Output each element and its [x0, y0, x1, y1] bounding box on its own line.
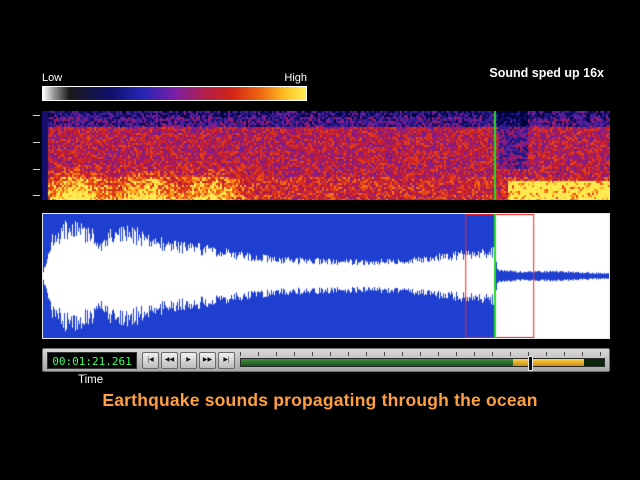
player-button-rewind[interactable]: ◀◀ — [161, 352, 178, 369]
slide-title: Earthquake sounds propagating through th… — [0, 390, 640, 411]
timecode-display: 00:01:21.261 — [47, 352, 137, 369]
player-button-play[interactable]: ▶ — [180, 352, 197, 369]
speed-note: Sound sped up 16x — [489, 66, 604, 80]
timeline-fill — [241, 359, 530, 366]
slide: Low High Sound sped up 16x 00:01:21.261 … — [0, 0, 640, 480]
timeline-groove[interactable] — [240, 358, 605, 367]
transport-buttons: |◀ ◀◀ ▶ ▶▶ ▶| — [142, 352, 235, 369]
time-axis-label: Time — [78, 374, 103, 386]
timeline-selection — [513, 359, 584, 366]
color-legend: Low High — [42, 72, 307, 101]
timeline-playhead[interactable] — [528, 356, 533, 371]
spectrogram-axis-ticks — [33, 111, 41, 200]
player-button-forward[interactable]: ▶▶ — [199, 352, 216, 369]
player-button-step-back[interactable]: |◀ — [142, 352, 159, 369]
color-scale-bar — [42, 86, 307, 101]
spectrogram-panel — [42, 111, 610, 200]
legend-high-label: High — [284, 72, 307, 84]
legend-low-label: Low — [42, 72, 62, 84]
timeline-slider[interactable] — [240, 352, 605, 369]
player-bar: 00:01:21.261 |◀ ◀◀ ▶ ▶▶ ▶| — [42, 348, 610, 372]
legend-labels: Low High — [42, 72, 307, 84]
waveform-canvas[interactable] — [43, 214, 609, 338]
player-button-step-forward[interactable]: ▶| — [218, 352, 235, 369]
waveform-panel[interactable] — [42, 213, 610, 339]
timeline-ruler — [240, 352, 605, 356]
spectrogram-canvas — [42, 111, 610, 200]
